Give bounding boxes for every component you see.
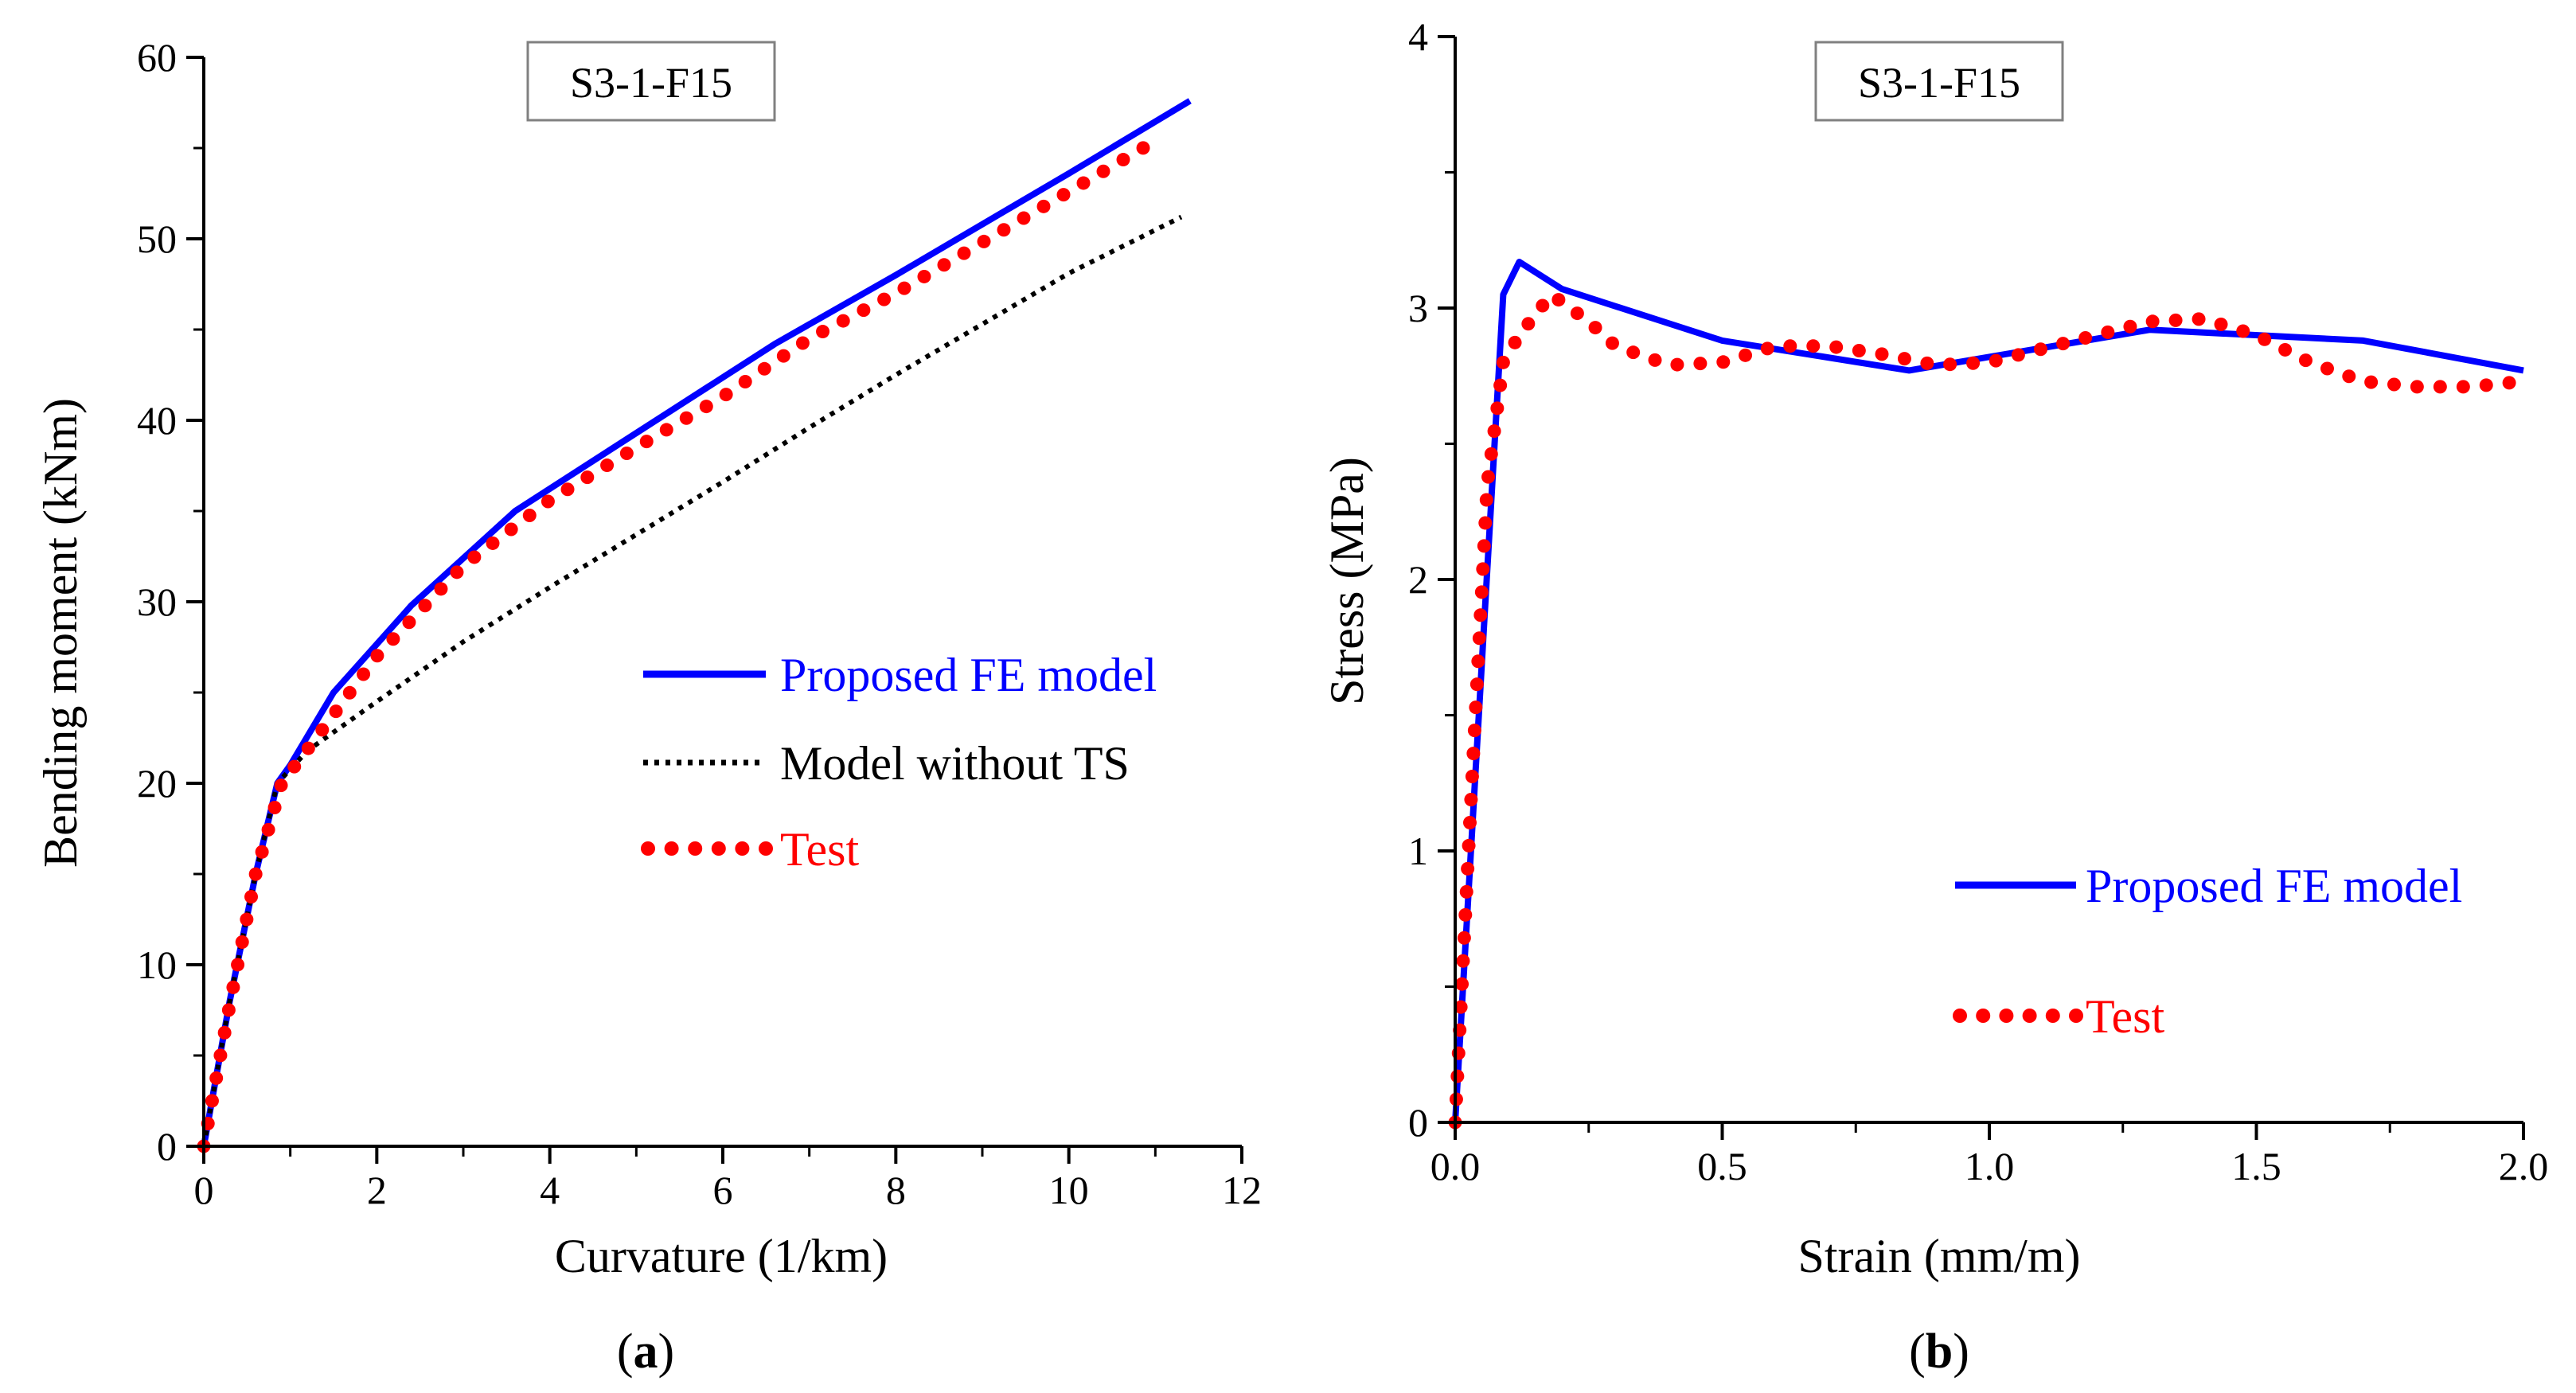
panel-b-y-tick-label: 1 (1408, 829, 1428, 873)
panel-b-legend-label-fe: Proposed FE model (2086, 860, 2462, 912)
panel-a-chart: 0 2 4 6 8 10 12 0 10 20 30 40 50 60 S3-1-F15 Curvatur… (34, 35, 1262, 1379)
panel-b-title-frame (1814, 41, 2064, 122)
panel-a-title: S3-1-F15 (570, 59, 732, 107)
panel-b-x-tick-label: 0.5 (1697, 1144, 1747, 1188)
panel-b-chart: 0.0 0.5 1.0 1.5 2.0 0 1 2 3 4 S3-1-F15 Strain (mm… (1321, 14, 2548, 1379)
panel-b-y-tick-label: 0 (1408, 1100, 1428, 1145)
panel-a-y-tick-label: 60 (137, 35, 177, 80)
panel-a-y-tick-label: 40 (137, 398, 177, 443)
panel-b-legend-item-test: Test (1953, 990, 2164, 1043)
panel-a-series-proposed-fe-model (201, 98, 1192, 1147)
panel-a-legend: Proposed FE model Model without TS Test (641, 649, 1157, 876)
panel-a-title-frame (526, 41, 776, 122)
panel-a-x-tick-label: 8 (886, 1168, 906, 1212)
panel-a-y-tick-label: 50 (137, 217, 177, 261)
panel-a-title-box: S3-1-F15 (526, 41, 776, 122)
panel-a-x-axis-label: Curvature (1/km) (555, 1230, 888, 1282)
panel-a-caption: (a) (617, 1325, 674, 1379)
panel-a-series (197, 98, 1192, 1153)
panel-b-title-box: S3-1-F15 (1814, 41, 2064, 122)
panel-a-caption-letter: a (634, 1325, 658, 1379)
panel-b-y-axis-label: Stress (MPa) (1321, 457, 1373, 705)
panel-a-x-tick-label: 4 (540, 1168, 560, 1212)
panel-a-y-axis-label: Bending moment (kNm) (34, 398, 87, 868)
panel-b-title: S3-1-F15 (1858, 59, 2020, 107)
panel-a-y-tick-label: 20 (137, 761, 177, 806)
panel-b-legend: Proposed FE model Test (1953, 860, 2462, 1043)
panel-a-series-test (197, 134, 1162, 1153)
panel-b-y-tick-label: 2 (1408, 557, 1428, 602)
panel-b-x-axis-label: Strain (mm/m) (1798, 1230, 2081, 1282)
panel-a-y-tick-label: 30 (137, 579, 177, 624)
panel-b-series-test (1448, 287, 2531, 1130)
panel-b-axes: 0.0 0.5 1.0 1.5 2.0 0 1 2 3 4 (1408, 14, 2548, 1188)
panel-b-series (1448, 259, 2531, 1130)
panel-a-legend-item-no-ts: Model without TS (643, 737, 1130, 790)
panel-b-y-tick-label: 4 (1408, 14, 1428, 59)
panel-a-y-tick-label: 0 (157, 1124, 177, 1169)
panel-b-caption: (b) (1909, 1325, 1969, 1379)
panel-a-legend-item-test: Test (641, 823, 859, 876)
panel-b-x-tick-label: 1.5 (2231, 1144, 2281, 1188)
panel-a-legend-label-fe: Proposed FE model (780, 649, 1157, 701)
panel-a-x-tick-label: 2 (367, 1168, 387, 1212)
panel-a-legend-label-test: Test (780, 823, 859, 876)
panel-a-x-tick-label: 6 (713, 1168, 733, 1212)
panel-b-x-tick-label: 2.0 (2499, 1144, 2549, 1188)
panel-b-series-proposed-fe-model (1452, 259, 2524, 1123)
panel-a-legend-item-fe: Proposed FE model (643, 649, 1157, 701)
panel-a-y-tick-label: 10 (137, 942, 177, 987)
panel-a-x-tick-label: 12 (1222, 1168, 1262, 1212)
panel-a-legend-label-no-ts: Model without TS (780, 737, 1130, 790)
panel-b-legend-label-test: Test (2086, 990, 2164, 1043)
panel-b-legend-item-fe: Proposed FE model (1955, 860, 2462, 912)
panel-a-axes: 0 2 4 6 8 10 12 0 10 20 30 40 50 60 (137, 35, 1262, 1212)
panel-b-x-tick-label: 0.0 (1430, 1144, 1481, 1188)
panel-b-caption-letter: b (1926, 1325, 1953, 1379)
panel-a-x-tick-label: 0 (194, 1168, 214, 1212)
panel-b-x-tick-label: 1.0 (1965, 1144, 2015, 1188)
panel-b-y-tick-label: 3 (1408, 286, 1428, 330)
panel-a-x-tick-label: 10 (1049, 1168, 1089, 1212)
